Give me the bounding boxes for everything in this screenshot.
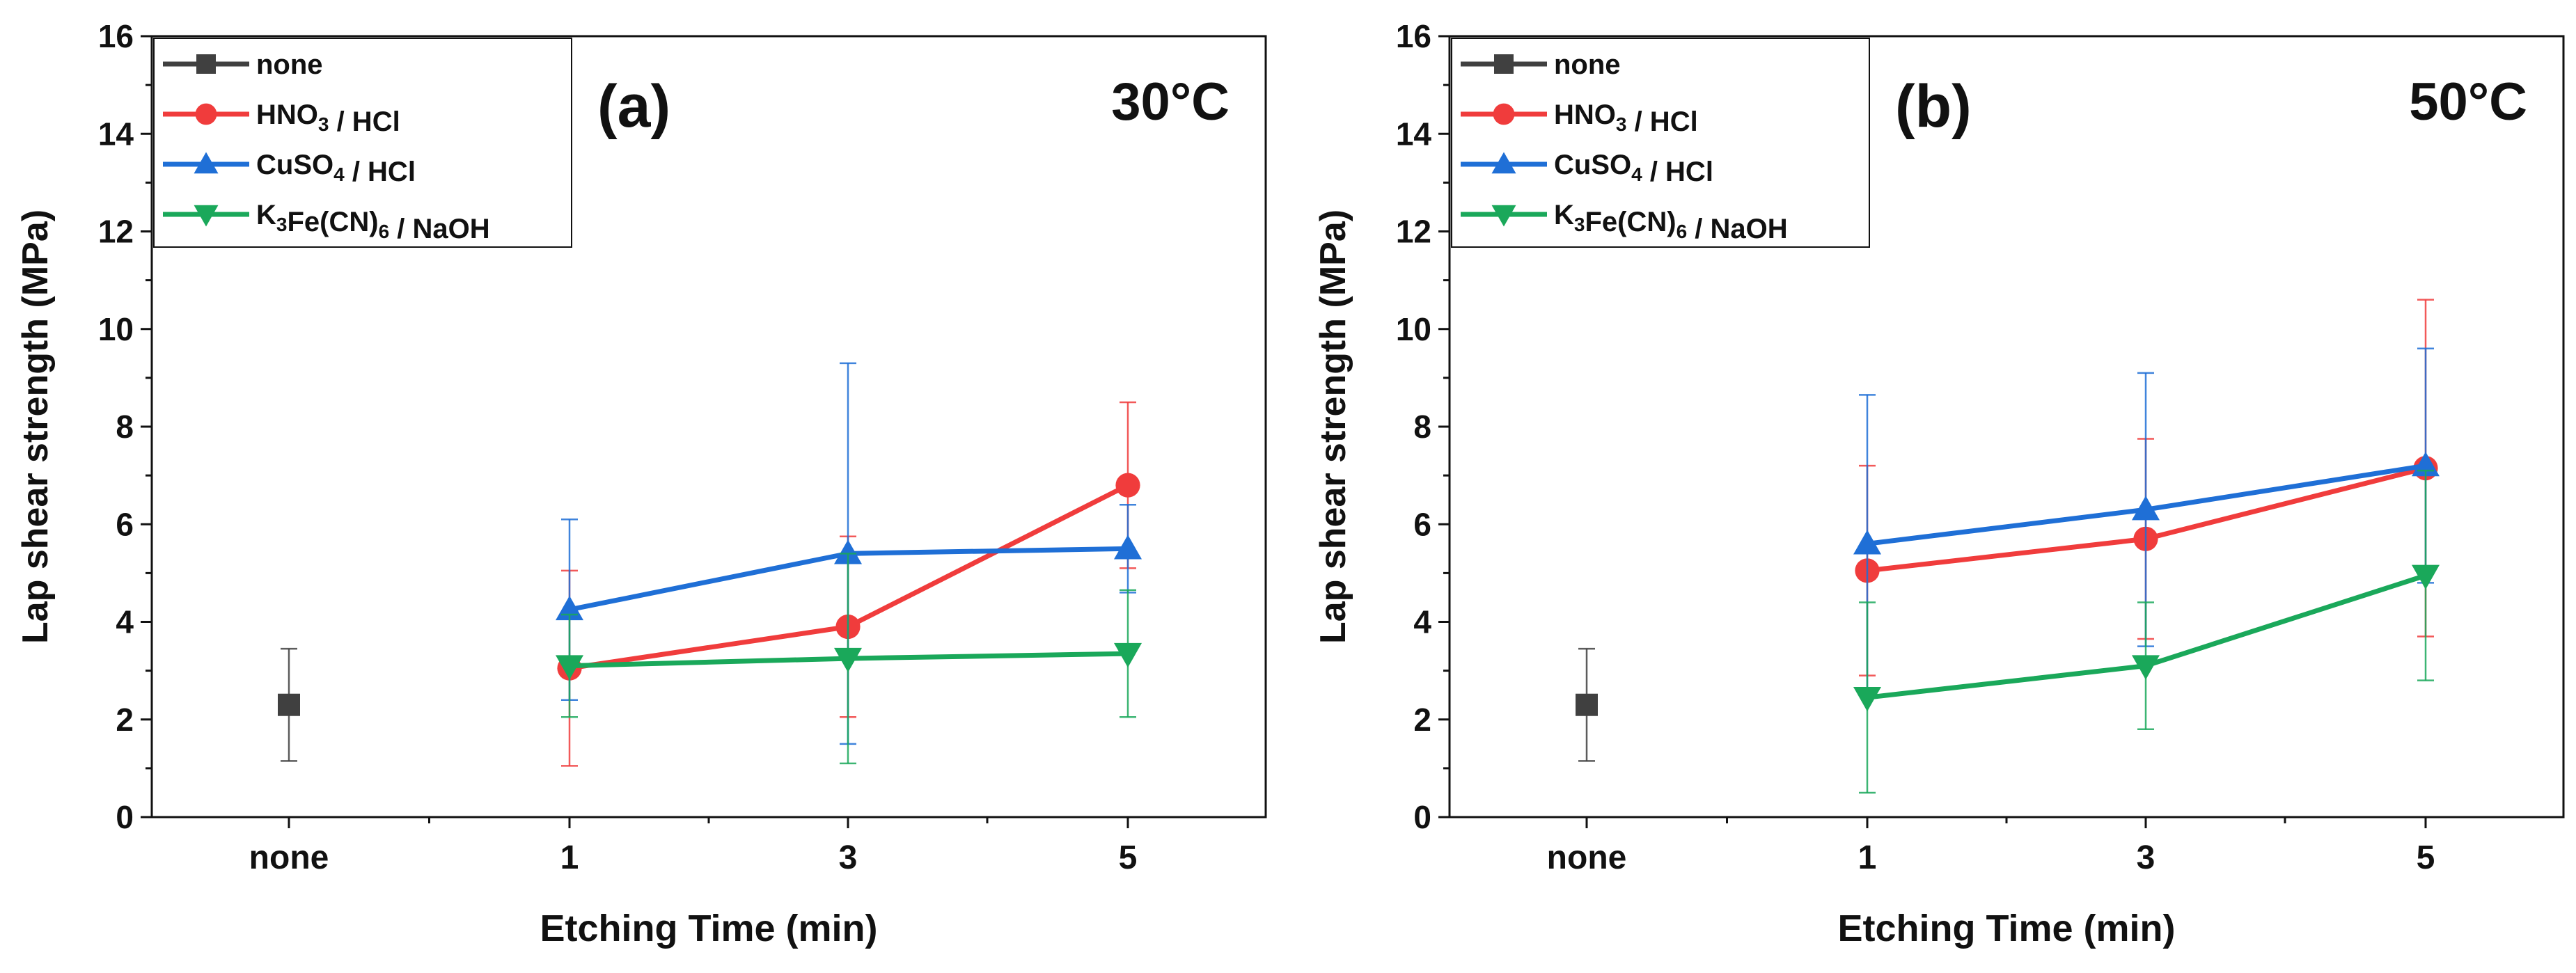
x-tick-label: none [249, 839, 329, 876]
y-tick-label: 0 [1413, 799, 1431, 835]
legend-label: HNO3 / HCl [256, 100, 400, 137]
y-tick-label: 8 [116, 409, 134, 445]
series-3 [556, 553, 1142, 765]
series-3 [1853, 469, 2440, 794]
data-point [834, 647, 862, 673]
legend-marker [1491, 152, 1516, 174]
panel-label: (b) [1895, 73, 1972, 140]
legend-label: none [1554, 49, 1621, 80]
legend-label: CuSO4 / HCl [1554, 150, 1713, 187]
panel-label: (a) [597, 73, 670, 140]
y-tick-label: 10 [1396, 311, 1431, 347]
x-tick-label: 1 [1858, 839, 1877, 876]
legend-label: K3Fe(CN)6 / NaOH [1554, 200, 1788, 244]
y-tick-label: 12 [98, 214, 134, 250]
data-point [2132, 496, 2160, 521]
y-tick-label: 2 [1413, 702, 1431, 738]
legend: none HNO3 / HCl CuSO4 / HCl K3Fe(CN)6 / NaO… [1451, 38, 1870, 248]
condition-label: 30°C [1111, 72, 1230, 132]
x-tick-label: 1 [560, 839, 579, 876]
legend-marker [195, 103, 217, 125]
y-tick-label: 4 [1413, 604, 1431, 640]
condition-label: 50°C [2409, 72, 2527, 132]
data-point [2412, 564, 2440, 590]
data-point [556, 655, 583, 680]
data-point [1576, 693, 1598, 716]
panel-b: 0 2 4 6 8 10 12 14 16 none 1 3 5 Etching Time (min) La… [1313, 18, 2565, 949]
data-point [1114, 642, 1142, 668]
legend-marker [1491, 205, 1516, 227]
panel-a: 0 2 4 6 8 10 12 14 16 none 1 3 5 Etching Time (min) La… [15, 18, 1267, 949]
x-tick-label: 5 [1119, 839, 1138, 876]
data-point [1115, 473, 1140, 498]
series-0 [1576, 647, 1598, 762]
legend-marker [1494, 54, 1514, 74]
y-tick-label: 0 [116, 799, 134, 835]
legend-marker [196, 54, 216, 74]
data-point [2132, 655, 2160, 680]
legend-label: CuSO4 / HCl [256, 150, 416, 187]
legend-label: none [256, 49, 323, 80]
y-tick-label: 10 [98, 311, 134, 347]
x-tick-label: none [1547, 839, 1627, 876]
legend: none HNO3 / HCl CuSO4 / HCl K3Fe(CN)6 / NaO… [153, 38, 572, 248]
x-axis-title: Etching Time (min) [1837, 908, 2175, 949]
y-tick-label: 4 [116, 604, 134, 640]
y-axis-title: Lap shear strength (MPa) [15, 209, 56, 644]
data-point [278, 693, 300, 716]
y-tick-label: 6 [116, 506, 134, 542]
data-point [1114, 535, 1142, 560]
y-tick-label: 8 [1413, 409, 1431, 445]
legend-marker [194, 152, 219, 174]
legend-marker [194, 205, 219, 227]
y-tick-label: 16 [98, 18, 134, 54]
y-tick-label: 14 [1396, 116, 1432, 152]
x-axis-title: Etching Time (min) [540, 908, 877, 949]
data-point [1853, 686, 1881, 712]
series-0 [278, 647, 300, 762]
y-tick-label: 12 [1396, 214, 1431, 250]
legend-label: K3Fe(CN)6 / NaOH [256, 200, 490, 244]
data-point [1853, 530, 1881, 555]
x-tick-label: 3 [839, 839, 858, 876]
legend-label: HNO3 / HCl [1554, 100, 1698, 137]
y-tick-label: 6 [1413, 506, 1431, 542]
y-axis-title: Lap shear strength (MPa) [1313, 209, 1353, 644]
y-tick-label: 16 [1396, 18, 1431, 54]
y-tick-label: 14 [98, 116, 134, 152]
y-tick-label: 2 [116, 702, 134, 738]
x-tick-label: 5 [2417, 839, 2435, 876]
legend-marker [1493, 103, 1515, 125]
data-point [834, 539, 862, 564]
x-tick-label: 3 [2137, 839, 2155, 876]
